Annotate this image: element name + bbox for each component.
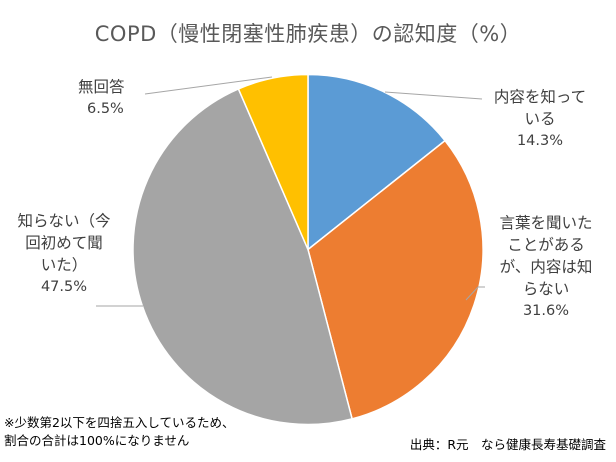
pie-slice-1 bbox=[307, 139, 484, 420]
leader-lines bbox=[96, 76, 485, 307]
pie-slice-0 bbox=[307, 73, 447, 252]
leader-line-no-answer bbox=[144, 76, 273, 95]
chart-title: COPD（慢性閉塞性肺疾患）の認知度（%） bbox=[94, 22, 522, 46]
footnote-line-2: 割合の合計は100%になりません bbox=[4, 433, 190, 448]
leader-line-know-content bbox=[384, 91, 483, 100]
label-dont-know: 知らない（今 回初めて聞 いた） 47.5% bbox=[17, 212, 111, 295]
footnote-line-1: ※少数第2以下を四捨五入しているため、 bbox=[4, 415, 235, 430]
leader-line-heard-word bbox=[465, 286, 485, 301]
pie-slices bbox=[132, 73, 484, 426]
source-citation: 出典：R元 なら健康長寿基礎調査 bbox=[409, 437, 606, 452]
pie-slice-2 bbox=[132, 87, 354, 426]
label-heard-word: 言葉を聞いた ことがある が、内容は知 らない 31.6% bbox=[499, 214, 593, 319]
footnote: ※少数第2以下を四捨五入しているため、 割合の合計は100%になりません bbox=[4, 414, 235, 450]
label-know-content: 内容を知って いる 14.3% bbox=[493, 88, 587, 149]
pie-slice-3 bbox=[237, 73, 309, 250]
label-no-answer: 無回答 6.5% bbox=[78, 78, 125, 117]
